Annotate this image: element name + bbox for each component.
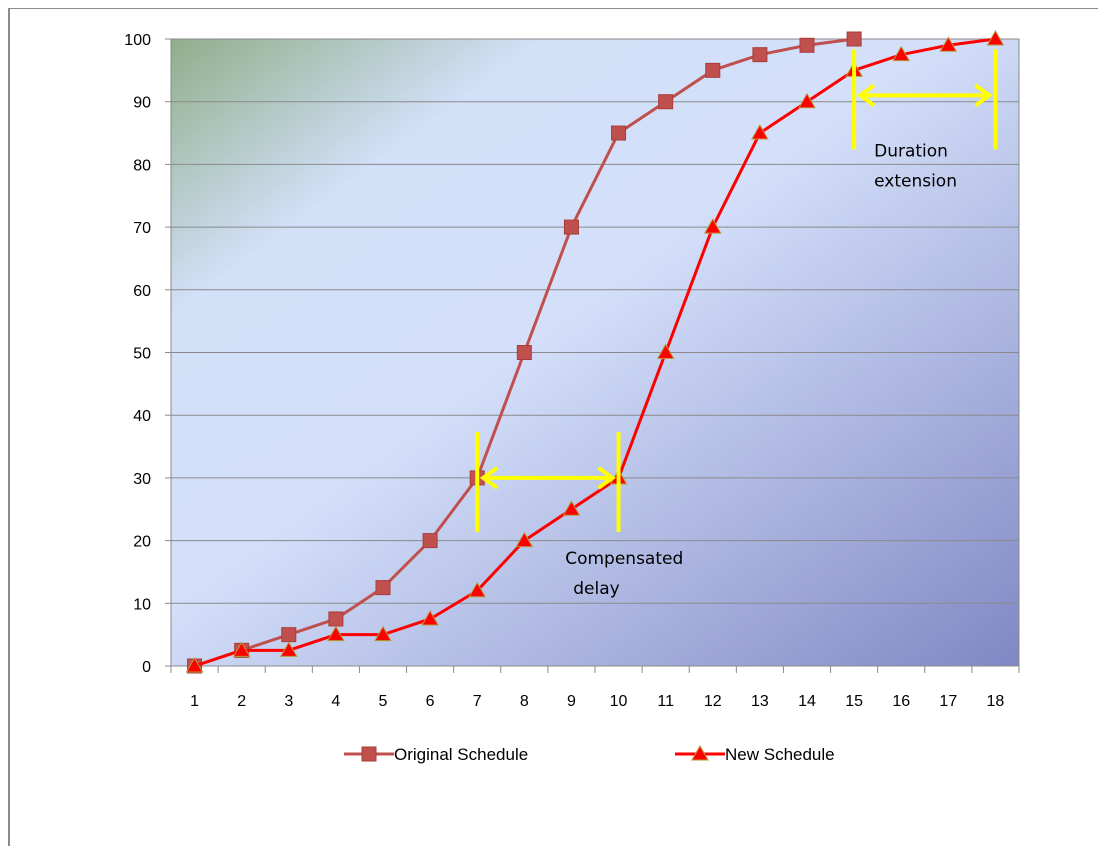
legend-marker — [362, 747, 376, 761]
x-tick-label: 10 — [610, 693, 628, 710]
y-tick-label: 30 — [133, 471, 151, 488]
data-point — [376, 581, 390, 595]
y-tick-label: 70 — [133, 220, 151, 237]
legend: Original Schedule New Schedule — [344, 745, 835, 764]
annotation-text: extension — [874, 171, 957, 191]
y-tick-label: 60 — [133, 283, 151, 300]
x-tick-label: 9 — [567, 693, 576, 710]
x-tick-label: 6 — [426, 693, 435, 710]
x-tick-label: 7 — [473, 693, 482, 710]
x-tick-label: 17 — [939, 693, 957, 710]
y-tick-label: 0 — [142, 659, 151, 676]
x-tick-label: 2 — [237, 693, 246, 710]
data-point — [423, 534, 437, 548]
x-tick-label: 18 — [987, 693, 1005, 710]
data-point — [659, 95, 673, 109]
x-tick-label: 16 — [892, 693, 910, 710]
y-tick-label: 90 — [133, 95, 151, 112]
x-tick-label: 8 — [520, 693, 529, 710]
data-point — [800, 38, 814, 52]
x-tick-label: 13 — [751, 693, 769, 710]
y-tick-label: 10 — [133, 596, 151, 613]
y-tick-label: 50 — [133, 346, 151, 363]
data-point — [706, 63, 720, 77]
legend-label: New Schedule — [725, 745, 835, 764]
y-tick-label: 100 — [124, 32, 151, 49]
data-point — [282, 628, 296, 642]
y-tick-label: 40 — [133, 408, 151, 425]
data-point — [329, 612, 343, 626]
x-tick-label: 15 — [845, 693, 863, 710]
data-point — [564, 220, 578, 234]
y-tick-label: 20 — [133, 534, 151, 551]
x-tick-label: 1 — [190, 693, 199, 710]
data-point — [753, 48, 767, 62]
legend-label: Original Schedule — [394, 745, 528, 764]
x-tick-label: 5 — [379, 693, 388, 710]
x-tick-label: 4 — [331, 693, 340, 710]
x-tick-label: 14 — [798, 693, 816, 710]
x-tick-label: 3 — [284, 693, 293, 710]
annotation-text: Duration — [874, 141, 948, 161]
x-tick-label: 11 — [657, 693, 674, 710]
data-point — [517, 346, 531, 360]
x-tick-label: 12 — [704, 693, 722, 710]
annotation-text: delay — [573, 579, 619, 599]
data-point — [612, 126, 626, 140]
annotation-text: Compensated — [565, 549, 683, 569]
data-point — [987, 31, 1003, 45]
y-tick-label: 80 — [133, 157, 151, 174]
data-point — [847, 32, 861, 46]
